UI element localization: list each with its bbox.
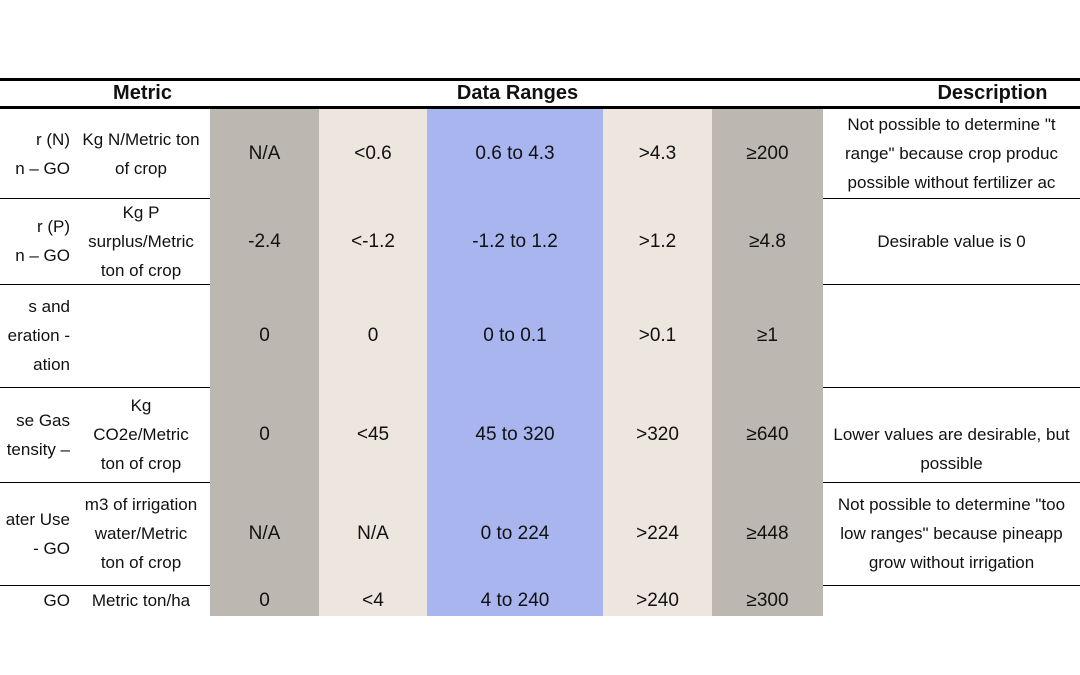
cell-v5: ≥4.8 <box>712 198 823 284</box>
cell-v2: <0.6 <box>319 109 427 198</box>
cell-desc <box>823 585 1080 616</box>
cell-indicator: GO <box>0 585 72 616</box>
cell-line: Metric ton/ha <box>91 591 191 610</box>
cell-line: Not possible to determine "t <box>847 115 1056 134</box>
cell-line: surplus/Metric <box>88 231 194 251</box>
header-metric: Metric <box>113 82 172 104</box>
data-ranges-table: Metric Data Ranges Description r (N) n – … <box>0 78 1080 616</box>
table-row: s and eration - ation 0 0 0 to 0.1 >0.1 ≥1 <box>0 284 1080 388</box>
cell-line: Kg <box>130 396 152 415</box>
header-data-ranges: Data Ranges <box>456 82 579 104</box>
cell-unit: Kg N/Metric ton of crop <box>72 109 210 198</box>
cell-line: ton of crop <box>100 260 182 280</box>
cell-line: r (P) <box>36 217 70 236</box>
cell-unit: m3 of irrigation water/Metric ton of crop <box>72 482 210 585</box>
cell-unit <box>72 284 210 387</box>
cell-v2: <4 <box>319 585 427 616</box>
cell-desc: Lower values are desirable, but possible <box>823 387 1080 482</box>
cell-line: n – GO <box>15 158 70 178</box>
cell-line: s and <box>28 297 70 316</box>
cell-line: GO <box>43 591 70 610</box>
cell-line: Desirable value is 0 <box>877 231 1026 251</box>
cell-desc: Not possible to determine "too low ranges… <box>823 482 1080 585</box>
cell-v4: >240 <box>603 585 712 616</box>
cell-line: - GO <box>33 538 70 558</box>
cell-v4: >4.3 <box>603 109 712 198</box>
header-description: Description <box>937 82 1048 104</box>
cell-unit: Kg CO2e/Metric ton of crop <box>72 387 210 482</box>
cell-line: se Gas <box>16 410 70 430</box>
cell-line: n – GO <box>15 246 70 265</box>
cell-v5: ≥300 <box>712 585 823 616</box>
cell-line: ation <box>33 355 70 374</box>
cell-v3: 4 to 240 <box>427 585 603 616</box>
cell-desc: Desirable value is 0 <box>823 198 1080 284</box>
cell-v2: N/A <box>319 482 427 585</box>
cell-v3: 0.6 to 4.3 <box>427 109 603 198</box>
cell-v2: 0 <box>319 284 427 387</box>
cell-line: m3 of irrigation <box>84 495 198 514</box>
cell-line: Lower values are desirable, but <box>833 425 1070 444</box>
cell-line: ater Use <box>5 509 70 529</box>
cell-line: Kg N/Metric ton <box>82 129 200 149</box>
cell-v2: <45 <box>319 387 427 482</box>
cell-indicator: ater Use - GO <box>0 482 72 585</box>
cell-v3: 0 to 224 <box>427 482 603 585</box>
cell-v4: >224 <box>603 482 712 585</box>
table-row: GO Metric ton/ha 0 <4 4 to 240 >240 ≥300 <box>0 585 1080 616</box>
table-row: se Gas tensity – Kg CO2e/Metric ton of crop 0… <box>0 387 1080 483</box>
cell-v1: 0 <box>210 284 319 387</box>
cell-line: Kg P <box>122 202 160 222</box>
cell-v5: ≥1 <box>712 284 823 387</box>
cell-v5: ≥200 <box>712 109 823 198</box>
cell-line: tensity – <box>6 439 70 459</box>
cell-v1: N/A <box>210 482 319 585</box>
cell-v5: ≥640 <box>712 387 823 482</box>
cell-unit: Metric ton/ha <box>72 585 210 616</box>
cell-indicator: se Gas tensity – <box>0 387 72 482</box>
cell-line: possible <box>920 454 983 473</box>
cell-line: of crop <box>115 158 167 178</box>
cell-line: ton of crop <box>100 454 182 473</box>
cell-indicator: s and eration - ation <box>0 284 72 387</box>
cell-desc <box>823 284 1080 387</box>
cell-desc: Not possible to determine "t range" becau… <box>823 109 1080 198</box>
cell-line: CO2e/Metric <box>93 425 189 444</box>
cell-line: ton of crop <box>100 553 182 572</box>
cell-v3: -1.2 to 1.2 <box>427 198 603 284</box>
cell-v3: 45 to 320 <box>427 387 603 482</box>
cell-line: eration - <box>7 326 70 345</box>
cell-v4: >320 <box>603 387 712 482</box>
cell-line: r (N) <box>36 129 70 149</box>
table-header: Metric Data Ranges Description <box>0 78 1080 109</box>
cell-v3: 0 to 0.1 <box>427 284 603 387</box>
cell-v4: >1.2 <box>603 198 712 284</box>
cell-v1: N/A <box>210 109 319 198</box>
cell-v2: <-1.2 <box>319 198 427 284</box>
cell-line: grow without irrigation <box>868 553 1035 572</box>
cell-line: water/Metric <box>94 524 188 543</box>
cell-line: range" because crop produc <box>844 144 1058 163</box>
cell-indicator: r (P) n – GO <box>0 198 72 284</box>
table-row: r (N) n – GO Kg N/Metric ton of crop N/A <0.6… <box>0 109 1080 199</box>
cell-v1: 0 <box>210 387 319 482</box>
cell-v5: ≥448 <box>712 482 823 585</box>
cell-v1: -2.4 <box>210 198 319 284</box>
cell-line: low ranges" because pineapp <box>840 524 1063 543</box>
cell-v1: 0 <box>210 585 319 616</box>
cell-line: possible without fertilizer ac <box>847 173 1056 192</box>
cell-line: Not possible to determine "too <box>837 495 1066 514</box>
cell-indicator: r (N) n – GO <box>0 109 72 198</box>
cell-v4: >0.1 <box>603 284 712 387</box>
cell-unit: Kg P surplus/Metric ton of crop <box>72 198 210 284</box>
table-row: r (P) n – GO Kg P surplus/Metric ton of crop… <box>0 198 1080 285</box>
table-row: ater Use - GO m3 of irrigation water/Metric… <box>0 482 1080 586</box>
